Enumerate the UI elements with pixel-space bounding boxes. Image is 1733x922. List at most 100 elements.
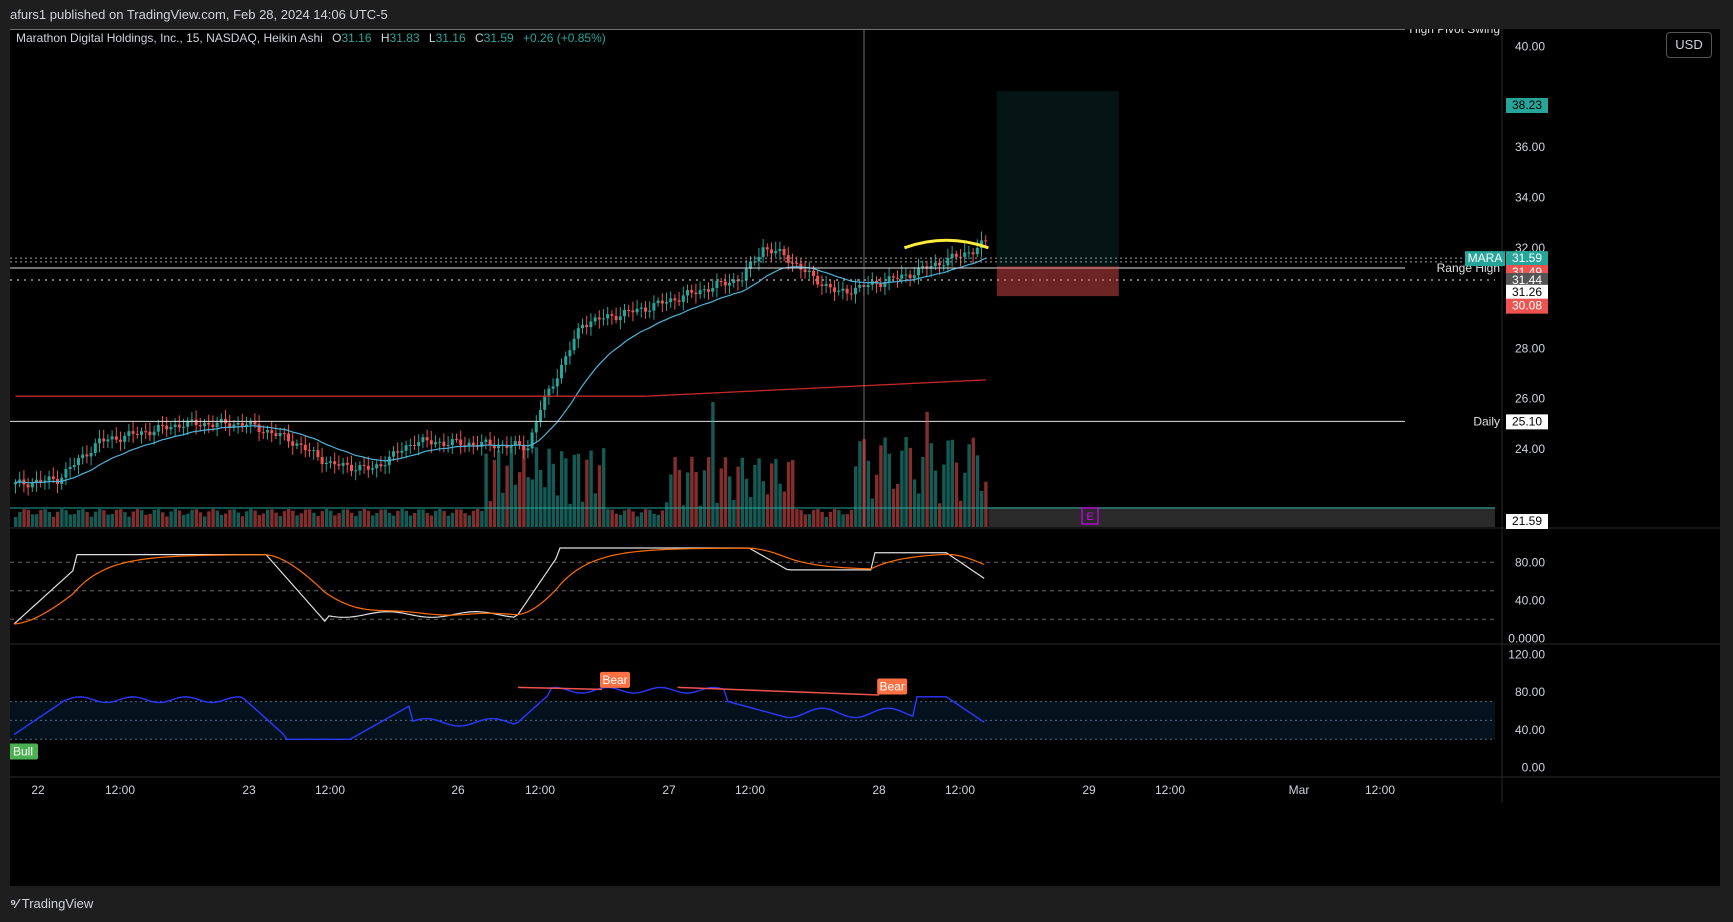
currency-button[interactable]: USD — [1666, 32, 1712, 58]
candle-body — [413, 444, 416, 446]
volume-bar — [715, 502, 719, 527]
volume-bar — [564, 458, 568, 527]
volume-bar — [228, 509, 232, 527]
volume-bar — [543, 487, 547, 527]
signal-label-box — [600, 671, 630, 688]
candle-body — [623, 309, 626, 317]
volume-bar — [774, 459, 778, 527]
volume-bar — [463, 513, 467, 527]
candle-body — [371, 468, 374, 470]
volume-bar — [161, 512, 165, 527]
volume-bar — [333, 515, 337, 527]
candle-body — [400, 450, 404, 453]
candle-body — [618, 316, 622, 321]
price-label: 25.10 — [1512, 414, 1542, 428]
axes: 40.0036.0034.0032.0028.0026.0024.0038.23… — [10, 29, 1720, 803]
candle-body — [812, 270, 815, 276]
candle-body — [266, 430, 269, 433]
tradingview-logo[interactable]: ⁹⁄ TradingView — [10, 896, 93, 911]
volume-bar — [488, 501, 492, 527]
volume-bar — [610, 509, 614, 527]
volume-bar — [690, 457, 694, 527]
candle-body — [933, 262, 937, 267]
candle-body — [795, 262, 799, 264]
volume-bar — [446, 515, 450, 527]
candle-body — [530, 432, 534, 449]
volume-bar — [278, 516, 282, 527]
price-label: 31.26 — [1512, 285, 1542, 299]
volume-bar — [820, 511, 824, 527]
volume-bar — [980, 491, 984, 527]
volume-bar — [194, 509, 198, 527]
volume-bar — [408, 515, 413, 527]
candle-body — [379, 464, 383, 467]
volume-bar — [459, 509, 463, 527]
candle-body — [707, 289, 710, 292]
volume-bar — [644, 509, 648, 527]
volume-bar — [917, 493, 921, 527]
candle-body — [950, 253, 954, 258]
volume-bar — [547, 448, 551, 527]
candle-body — [47, 476, 51, 481]
volume-bar — [131, 511, 135, 527]
volume-bar — [261, 513, 266, 527]
volume-bar — [345, 509, 350, 527]
volume-bar — [791, 459, 795, 527]
volume-bar — [635, 516, 639, 527]
candle-body — [803, 269, 807, 272]
volume-bar — [329, 510, 333, 527]
candle-body — [30, 482, 34, 488]
volume-bar — [413, 512, 417, 527]
candle-body — [917, 267, 920, 276]
candle-body — [303, 444, 307, 451]
candle-body — [123, 435, 127, 442]
volume-bar — [224, 513, 228, 527]
volume-bar — [337, 513, 341, 527]
legend-c-label: C — [475, 31, 484, 45]
time-tick: 23 — [242, 783, 256, 797]
volume-bar — [732, 499, 736, 527]
volume-bar — [198, 512, 203, 527]
volume-bar — [858, 441, 862, 527]
candle-body — [35, 479, 38, 483]
candle-body — [849, 293, 853, 295]
volume-ghost — [988, 507, 1495, 527]
volume-bar — [476, 509, 480, 527]
volume-bar — [119, 509, 123, 527]
candle-body — [261, 431, 265, 433]
price-label-box — [1506, 98, 1548, 113]
candle-body — [564, 356, 568, 365]
candle-body — [765, 247, 769, 250]
volume-bar — [971, 437, 975, 527]
candle-body — [770, 249, 773, 254]
candle-body — [753, 261, 757, 263]
candle-body — [421, 437, 425, 443]
candle-body — [186, 420, 190, 427]
volume-bar — [669, 474, 673, 527]
candle-body — [362, 464, 366, 466]
candle-body — [723, 281, 727, 286]
price-tick: 28.00 — [1515, 341, 1545, 355]
volume-bar — [959, 500, 963, 527]
chart-area[interactable]: High Pivot Swing Range High Daily E Bear Bea… — [8, 22, 1720, 886]
candle-body — [257, 424, 261, 432]
candle-body — [597, 317, 601, 320]
candle-body — [446, 445, 450, 447]
volume-bar — [728, 476, 732, 527]
candle-body — [232, 424, 236, 428]
volume-bar — [694, 471, 698, 527]
volume-bar — [497, 450, 501, 527]
volume-bar — [736, 466, 740, 527]
volume-bar — [203, 516, 207, 527]
volume-bar — [597, 465, 602, 527]
time-tick: 26 — [451, 783, 465, 797]
candle-body — [602, 318, 605, 320]
volume-bar — [492, 459, 497, 527]
volume-bar — [896, 483, 900, 527]
volume-bar — [665, 502, 669, 527]
time-tick: 12:00 — [735, 783, 765, 797]
volume-bar — [72, 514, 77, 527]
volume-bar — [908, 447, 912, 527]
volume-bar — [429, 515, 434, 527]
